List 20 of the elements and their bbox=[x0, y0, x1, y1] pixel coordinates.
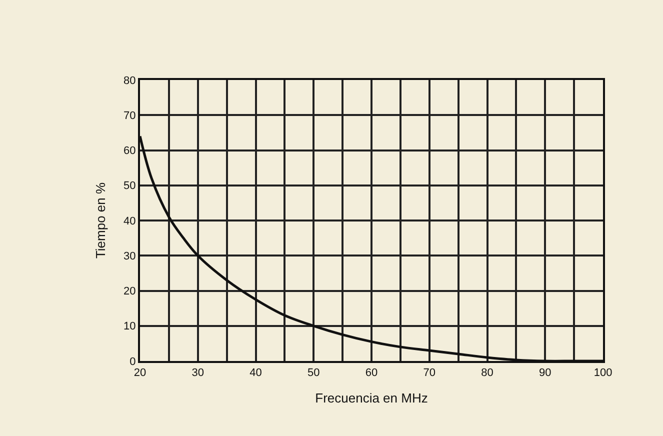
x-tick-label: 90 bbox=[539, 367, 552, 380]
x-tick-label: 100 bbox=[594, 367, 612, 380]
y-tick-label: 80 bbox=[124, 74, 136, 87]
y-tick-label: 20 bbox=[124, 286, 136, 298]
x-tick-label: 50 bbox=[308, 367, 320, 380]
y-tick-label: 40 bbox=[124, 215, 136, 228]
x-tick-label: 60 bbox=[365, 367, 378, 380]
x-tick-label: 20 bbox=[134, 367, 146, 380]
x-tick-label: 80 bbox=[481, 367, 494, 380]
y-tick-label: 30 bbox=[124, 250, 136, 262]
y-tick-label: 10 bbox=[124, 320, 136, 333]
y-axis-title: Tiempo en % bbox=[93, 182, 108, 259]
y-tick-label: 60 bbox=[124, 145, 136, 158]
x-tick-label: 70 bbox=[423, 367, 436, 380]
x-axis-title: Frecuencia en MHz bbox=[315, 390, 428, 406]
y-tick-label: 50 bbox=[124, 180, 136, 192]
y-tick-label: 70 bbox=[124, 110, 136, 122]
x-tick-label: 30 bbox=[192, 367, 204, 380]
y-tick-label: 0 bbox=[130, 356, 136, 368]
x-tick-label: 40 bbox=[250, 367, 262, 380]
